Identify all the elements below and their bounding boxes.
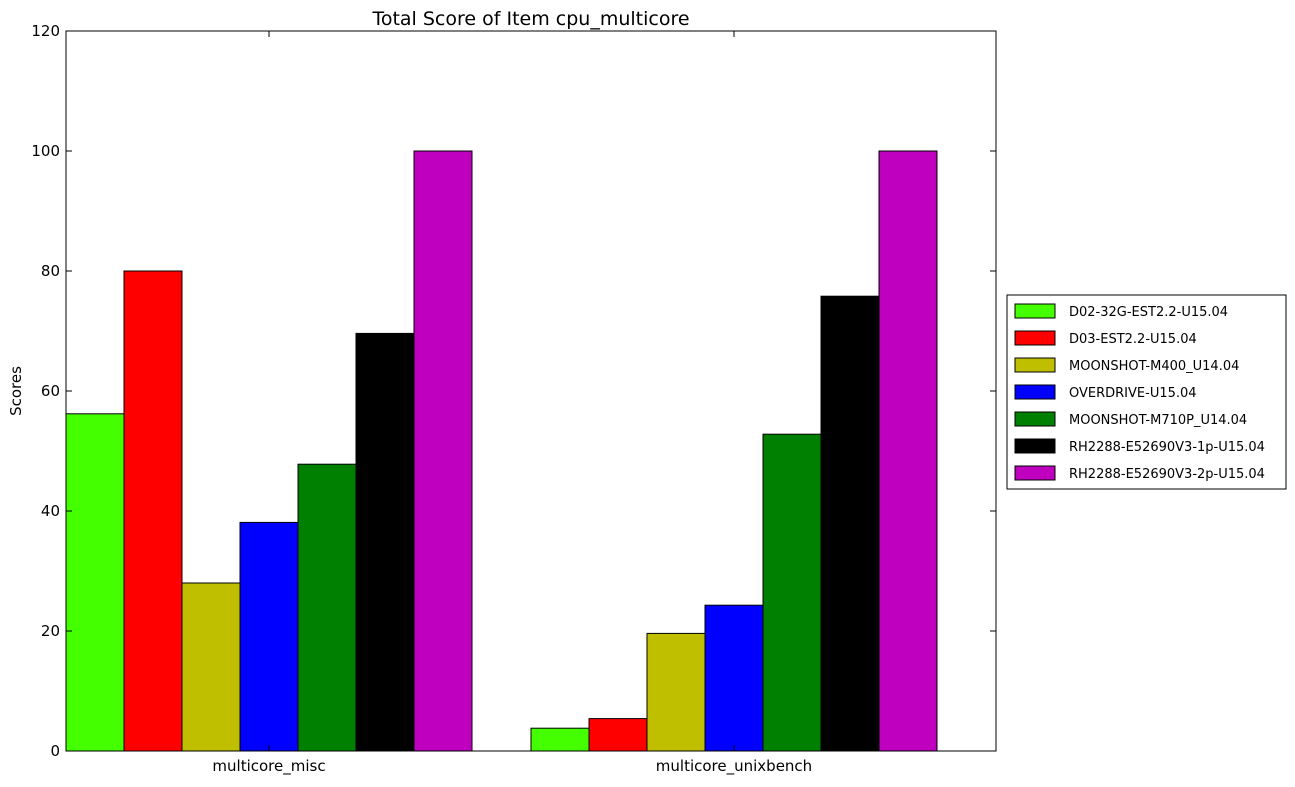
y-axis-label: Scores	[7, 366, 25, 416]
legend-label: OVERDRIVE-U15.04	[1069, 386, 1197, 401]
bar	[413, 150, 473, 752]
legend-label: RH2288-E52690V3-2p-U15.04	[1069, 467, 1265, 482]
bar	[297, 463, 357, 752]
bar	[820, 295, 880, 752]
bar	[123, 270, 183, 752]
legend-swatch	[1014, 384, 1056, 400]
y-tick-label: 0	[50, 742, 60, 760]
legend-label: RH2288-E52690V3-1p-U15.04	[1069, 440, 1265, 455]
y-tick-label: 40	[41, 502, 60, 520]
y-tick-label: 80	[41, 262, 60, 280]
legend-swatch	[1014, 330, 1056, 346]
bar	[588, 718, 648, 752]
y-tick-label: 60	[41, 382, 60, 400]
legend-swatch	[1014, 411, 1056, 427]
legend-swatch	[1014, 357, 1056, 373]
chart-title: Total Score of Item cpu_multicore	[371, 8, 689, 30]
legend-label: MOONSHOT-M400_U14.04	[1069, 359, 1239, 374]
legend: D02-32G-EST2.2-U15.04 D03-EST2.2-U15.04 MO…	[1006, 294, 1287, 490]
y-tick-label: 100	[31, 142, 60, 160]
ticks-layer: 0 20 40 60 80 100 120 multicore_misc multicore_u…	[31, 22, 996, 776]
bar	[530, 727, 590, 752]
bar	[239, 521, 299, 752]
bars-layer	[65, 150, 938, 752]
y-tick-label: 20	[41, 622, 60, 640]
legend-swatch	[1014, 465, 1056, 481]
bar	[181, 582, 241, 752]
x-tick-label: multicore_unixbench	[656, 757, 812, 776]
legend-swatch	[1014, 438, 1056, 454]
legend-label: MOONSHOT-M710P_U14.04	[1069, 413, 1247, 428]
bar	[646, 632, 706, 752]
plot-frame	[65, 30, 997, 752]
y-tick-label: 120	[31, 22, 60, 40]
x-tick-label: multicore_misc	[212, 757, 325, 776]
bar	[878, 150, 938, 752]
legend-label: D03-EST2.2-U15.04	[1069, 332, 1197, 347]
bar	[355, 332, 415, 752]
bar	[704, 604, 764, 752]
bar	[65, 413, 125, 752]
legend-label: D02-32G-EST2.2-U15.04	[1069, 305, 1228, 320]
legend-swatch	[1014, 303, 1056, 319]
bar	[762, 433, 822, 752]
